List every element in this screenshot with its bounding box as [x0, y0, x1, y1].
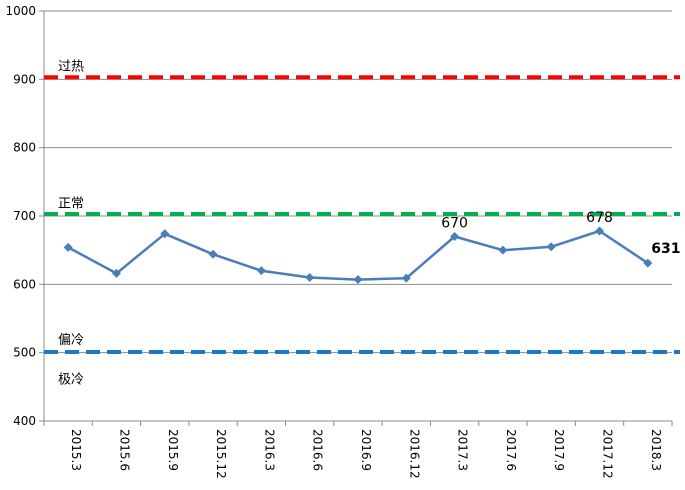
x-tick-label: 2017.9 — [552, 429, 566, 471]
x-tick-label: 2017.12 — [601, 429, 615, 479]
data-point — [111, 268, 121, 278]
reference-lines — [44, 75, 680, 354]
x-tick-label: 2016.6 — [311, 429, 325, 471]
data-labels: 670 678 631 — [441, 210, 680, 257]
data-point — [63, 242, 73, 252]
data-point — [353, 275, 363, 285]
gridlines — [44, 10, 672, 354]
data-point — [595, 226, 605, 236]
x-tick-label: 2015.6 — [117, 429, 131, 471]
zone-label: 偏冷 — [58, 333, 84, 348]
y-tick-label: 800 — [13, 141, 36, 155]
axes: 400 500 600 700 800 900 1000 2015.3 2015.6 2015.9… — [5, 4, 673, 479]
data-point — [401, 273, 411, 283]
x-tick-label: 2016.3 — [262, 429, 276, 471]
data-label: 678 — [586, 210, 613, 226]
x-tick-label: 2015.9 — [166, 429, 180, 471]
data-point — [546, 242, 556, 252]
x-tick-label: 2015.3 — [69, 429, 83, 471]
x-tick-label: 2017.3 — [456, 429, 470, 471]
zone-label: 极冷 — [58, 373, 84, 388]
data-point — [450, 232, 460, 241]
data-label: 631 — [651, 241, 680, 257]
x-tick-label: 2018.3 — [649, 429, 663, 471]
x-tick-label: 2017.6 — [504, 429, 518, 471]
x-tick-label: 2015.12 — [214, 429, 228, 479]
x-tick-label: 2016.12 — [407, 429, 421, 479]
y-tick-label: 700 — [13, 209, 36, 223]
data-point — [643, 258, 653, 268]
zone-label: 正常 — [58, 196, 84, 211]
data-point — [498, 245, 508, 255]
y-tick-label: 1000 — [5, 4, 36, 18]
y-tick-label: 500 — [13, 346, 36, 360]
data-point — [160, 229, 170, 239]
series — [63, 226, 653, 285]
data-point — [305, 273, 315, 282]
data-label: 670 — [441, 216, 468, 232]
y-tick-label: 400 — [13, 414, 36, 428]
y-tick-label: 900 — [13, 72, 36, 86]
x-tick-label: 2016.9 — [359, 429, 373, 471]
data-point — [256, 266, 266, 276]
series-line — [67, 229, 649, 281]
y-tick-label: 600 — [13, 277, 36, 291]
data-point — [208, 249, 218, 259]
zone-label: 过热 — [58, 60, 84, 75]
